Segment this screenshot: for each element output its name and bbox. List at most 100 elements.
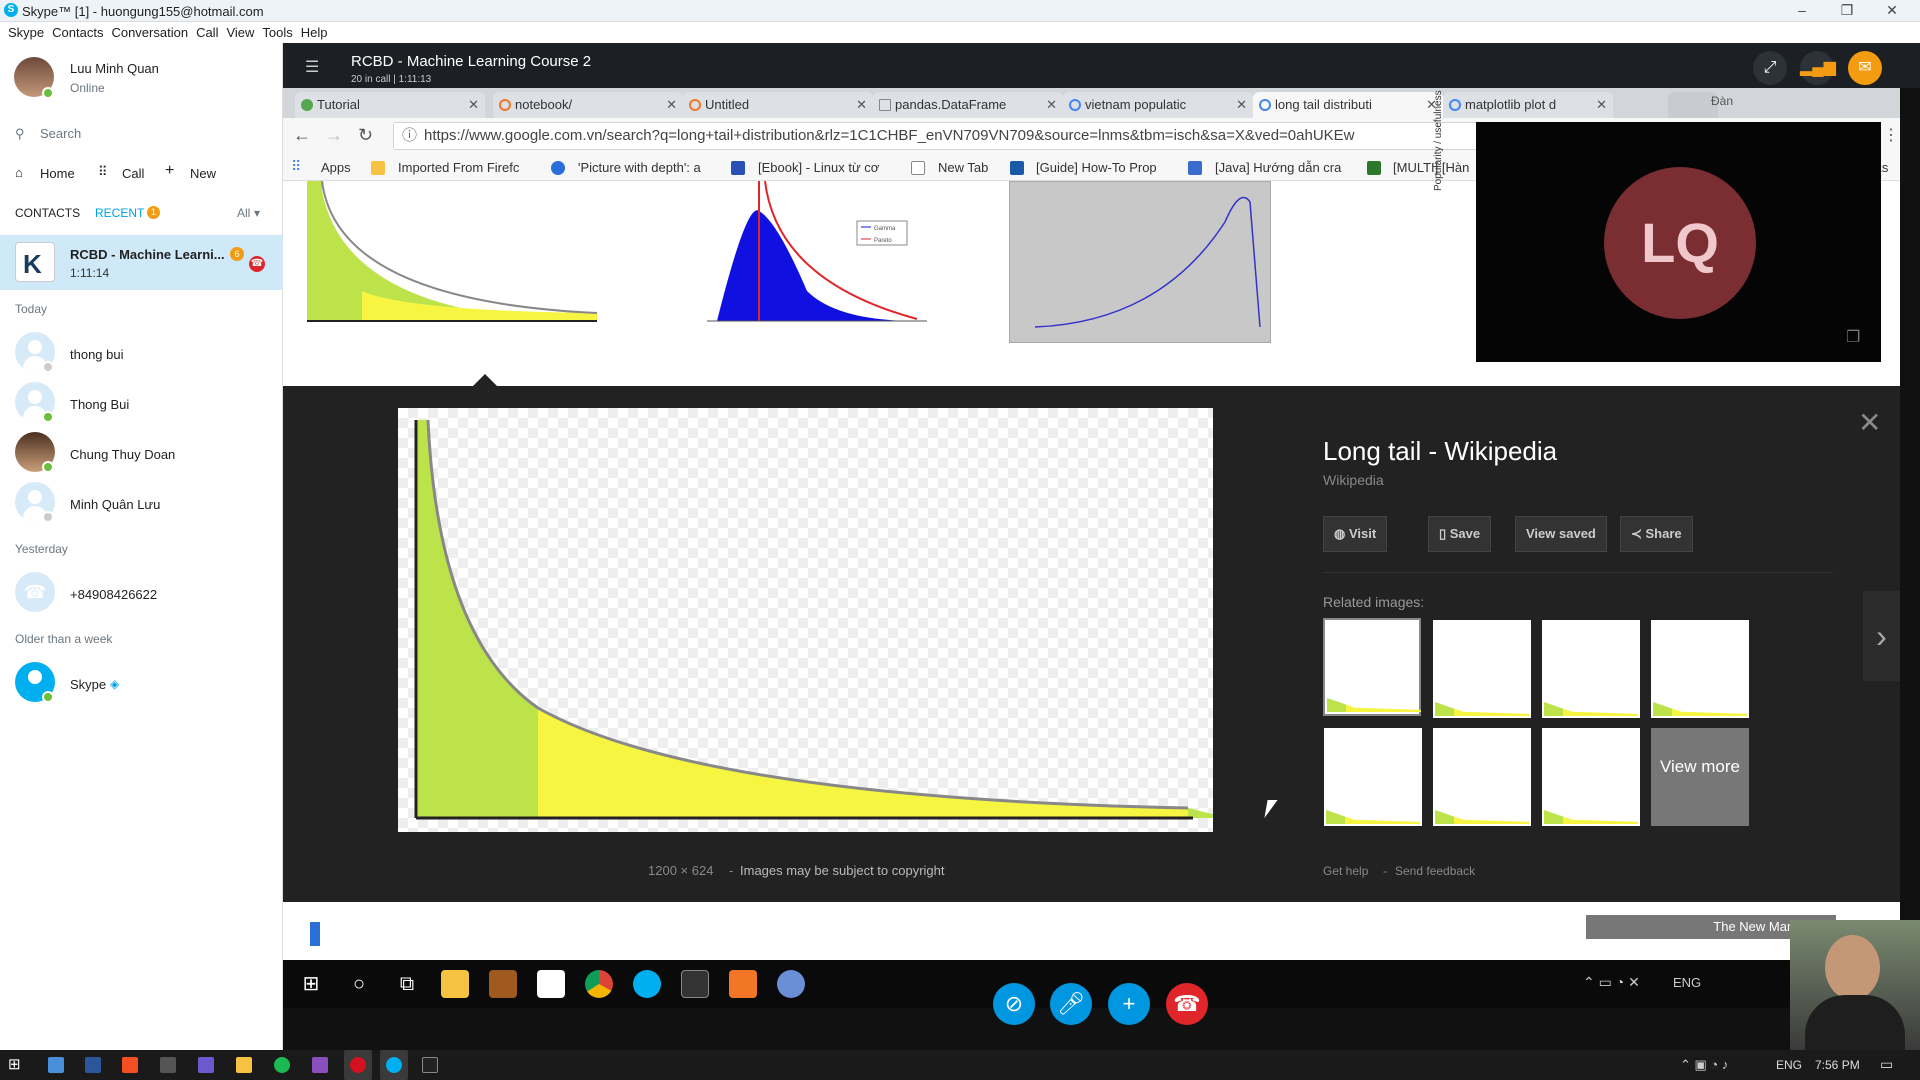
image-source[interactable]: Wikipedia xyxy=(1323,472,1384,488)
menu-view[interactable]: View xyxy=(226,25,255,40)
bookmark-item[interactable]: 'Picture with depth': a xyxy=(578,160,701,175)
tab-close-icon[interactable]: ✕ xyxy=(1046,97,1057,112)
bookmark-item[interactable]: [Guide] How-To Prop xyxy=(1036,160,1157,175)
bookmark-item[interactable]: New Tab xyxy=(938,160,989,175)
bookmark-item[interactable]: [Ebook] - Linux từ cơ xyxy=(758,160,880,175)
terminal-icon[interactable] xyxy=(422,1057,438,1073)
related-image[interactable] xyxy=(1324,728,1422,826)
browser-tab[interactable]: Untitled ✕ xyxy=(683,92,873,118)
menu-call[interactable]: Call xyxy=(196,25,219,40)
os-lang[interactable]: ENG xyxy=(1776,1058,1803,1072)
new-tab-button[interactable] xyxy=(1668,92,1718,118)
related-image[interactable] xyxy=(1542,728,1640,826)
self-video[interactable] xyxy=(1790,920,1920,1050)
related-image[interactable] xyxy=(1433,728,1531,826)
home-button[interactable]: Home xyxy=(40,166,75,181)
tab-close-icon[interactable]: ✕ xyxy=(1236,97,1247,112)
browser-tab[interactable]: vietnam populatic ✕ xyxy=(1063,92,1253,118)
more-icon[interactable]: ⋮ xyxy=(1883,127,1899,144)
close-icon[interactable]: ✕ xyxy=(1886,2,1898,18)
app-icon[interactable] xyxy=(160,1057,176,1073)
tab-close-icon[interactable]: ✕ xyxy=(1426,97,1437,112)
mail-icon[interactable] xyxy=(537,970,565,998)
cortana-icon[interactable]: ○ xyxy=(352,973,366,995)
filter-dropdown[interactable]: All xyxy=(237,206,251,220)
file-explorer-icon[interactable] xyxy=(441,970,469,998)
get-help-link[interactable]: Get help xyxy=(1323,864,1369,878)
tab-recent[interactable]: RECENT xyxy=(95,206,145,220)
related-image[interactable] xyxy=(1323,618,1421,716)
close-viewer-icon[interactable]: ✕ xyxy=(1858,407,1882,438)
new-button[interactable]: New xyxy=(190,166,217,181)
result-thumbnail[interactable] xyxy=(307,181,637,331)
active-call-name[interactable]: RCBD - Machine Learni... xyxy=(70,247,225,262)
terminal-icon[interactable] xyxy=(681,970,709,998)
app-icon[interactable] xyxy=(777,970,805,998)
spotify-icon[interactable] xyxy=(274,1057,290,1073)
result-thumbnail[interactable] xyxy=(310,922,320,946)
video-off-icon[interactable]: ⊘ xyxy=(993,983,1035,1025)
copyright-notice[interactable]: Images may be subject to copyright xyxy=(740,863,945,878)
participant-video[interactable]: LQ ❐ xyxy=(1476,122,1881,362)
chat-icon[interactable]: ✉ xyxy=(1848,51,1882,85)
view-more-button[interactable]: View more xyxy=(1651,728,1749,826)
system-tray-icons[interactable]: ⌃ ▣ ◔ ♪ xyxy=(1680,1057,1729,1072)
result-thumbnail[interactable] xyxy=(1009,181,1271,343)
profile-name[interactable]: Luu Minh Quan xyxy=(70,61,159,76)
windows-start-icon[interactable]: ⊞ xyxy=(302,973,320,995)
browser-tab[interactable]: notebook/ ✕ xyxy=(493,92,683,118)
menu-conversation[interactable]: Conversation xyxy=(111,25,189,40)
browser-tab[interactable]: Tutorial ✕ xyxy=(295,92,485,118)
app-icon[interactable] xyxy=(198,1057,214,1073)
notifications-icon[interactable]: ▭ xyxy=(1880,1056,1894,1072)
browser-profile[interactable]: Đàn xyxy=(1711,94,1734,108)
call-button[interactable]: Call xyxy=(122,166,145,181)
windows-start-icon[interactable]: ⊞ xyxy=(8,1056,21,1073)
clock[interactable]: 7:56 PM xyxy=(1815,1058,1860,1072)
result-thumbnail[interactable]: Gamma Pareto xyxy=(677,180,974,331)
browser-tab-active[interactable]: long tail distributi ✕ xyxy=(1253,92,1443,118)
skype-icon[interactable] xyxy=(633,970,661,998)
fullscreen-icon[interactable]: ⤢ xyxy=(1753,51,1787,85)
forward-icon[interactable]: → xyxy=(325,125,343,145)
tab-close-icon[interactable]: ✕ xyxy=(856,97,867,112)
back-icon[interactable]: ← xyxy=(293,125,311,145)
search-input[interactable]: Search xyxy=(40,126,82,141)
contact-name[interactable]: Minh Quân Lưu xyxy=(70,497,161,512)
signal-icon[interactable]: ▂▄▆ xyxy=(1800,51,1836,85)
bookmark-item[interactable]: Imported From Firefc xyxy=(398,160,520,175)
remote-lang[interactable]: ENG xyxy=(1673,975,1702,990)
hangup-icon[interactable]: ☎ xyxy=(249,256,265,272)
visit-button[interactable]: ◍ Visit xyxy=(1323,516,1388,552)
tab-close-icon[interactable]: ✕ xyxy=(1596,97,1607,112)
app-icon[interactable] xyxy=(729,970,757,998)
share-button[interactable]: ≺ Share xyxy=(1620,516,1693,552)
contact-name[interactable]: Chung Thuy Doan xyxy=(70,447,176,462)
popout-icon[interactable]: ❐ xyxy=(1846,329,1861,346)
microphone-icon[interactable]: 🎤︎ xyxy=(1050,983,1092,1025)
add-participant-icon[interactable]: + xyxy=(1108,983,1150,1025)
word-icon[interactable] xyxy=(85,1057,101,1073)
view-saved-button[interactable]: View saved xyxy=(1515,516,1607,552)
chrome-icon[interactable] xyxy=(585,970,613,998)
tab-close-icon[interactable]: ✕ xyxy=(666,97,677,112)
menu-help[interactable]: Help xyxy=(300,25,328,40)
task-view-icon[interactable]: ⧉ xyxy=(399,973,415,995)
selected-image[interactable] xyxy=(398,408,1213,832)
system-tray-icons[interactable]: ⌃ ▭ ◔ ✕ xyxy=(1583,974,1640,990)
menu-skype[interactable]: Skype xyxy=(8,25,45,40)
profile-status[interactable]: Online xyxy=(70,81,105,95)
related-image[interactable] xyxy=(1542,620,1640,718)
taskbar-item-active[interactable] xyxy=(380,1050,408,1080)
bookmark-item[interactable]: [MULTI] [Hàn xyxy=(1393,160,1470,175)
menu-icon[interactable]: ☰ xyxy=(305,59,320,76)
app-icon[interactable] xyxy=(122,1057,138,1073)
contact-name[interactable]: +84908426622 xyxy=(70,587,158,602)
taskbar-item-active[interactable] xyxy=(344,1050,372,1080)
file-explorer-icon[interactable] xyxy=(236,1057,252,1073)
reload-icon[interactable]: ↻ xyxy=(358,125,374,145)
browser-tab[interactable]: pandas.DataFrame ✕ xyxy=(873,92,1063,118)
contact-name[interactable]: Thong Bui xyxy=(70,397,130,412)
menu-tools[interactable]: Tools xyxy=(262,25,293,40)
bookmark-apps[interactable]: Apps xyxy=(321,160,351,175)
